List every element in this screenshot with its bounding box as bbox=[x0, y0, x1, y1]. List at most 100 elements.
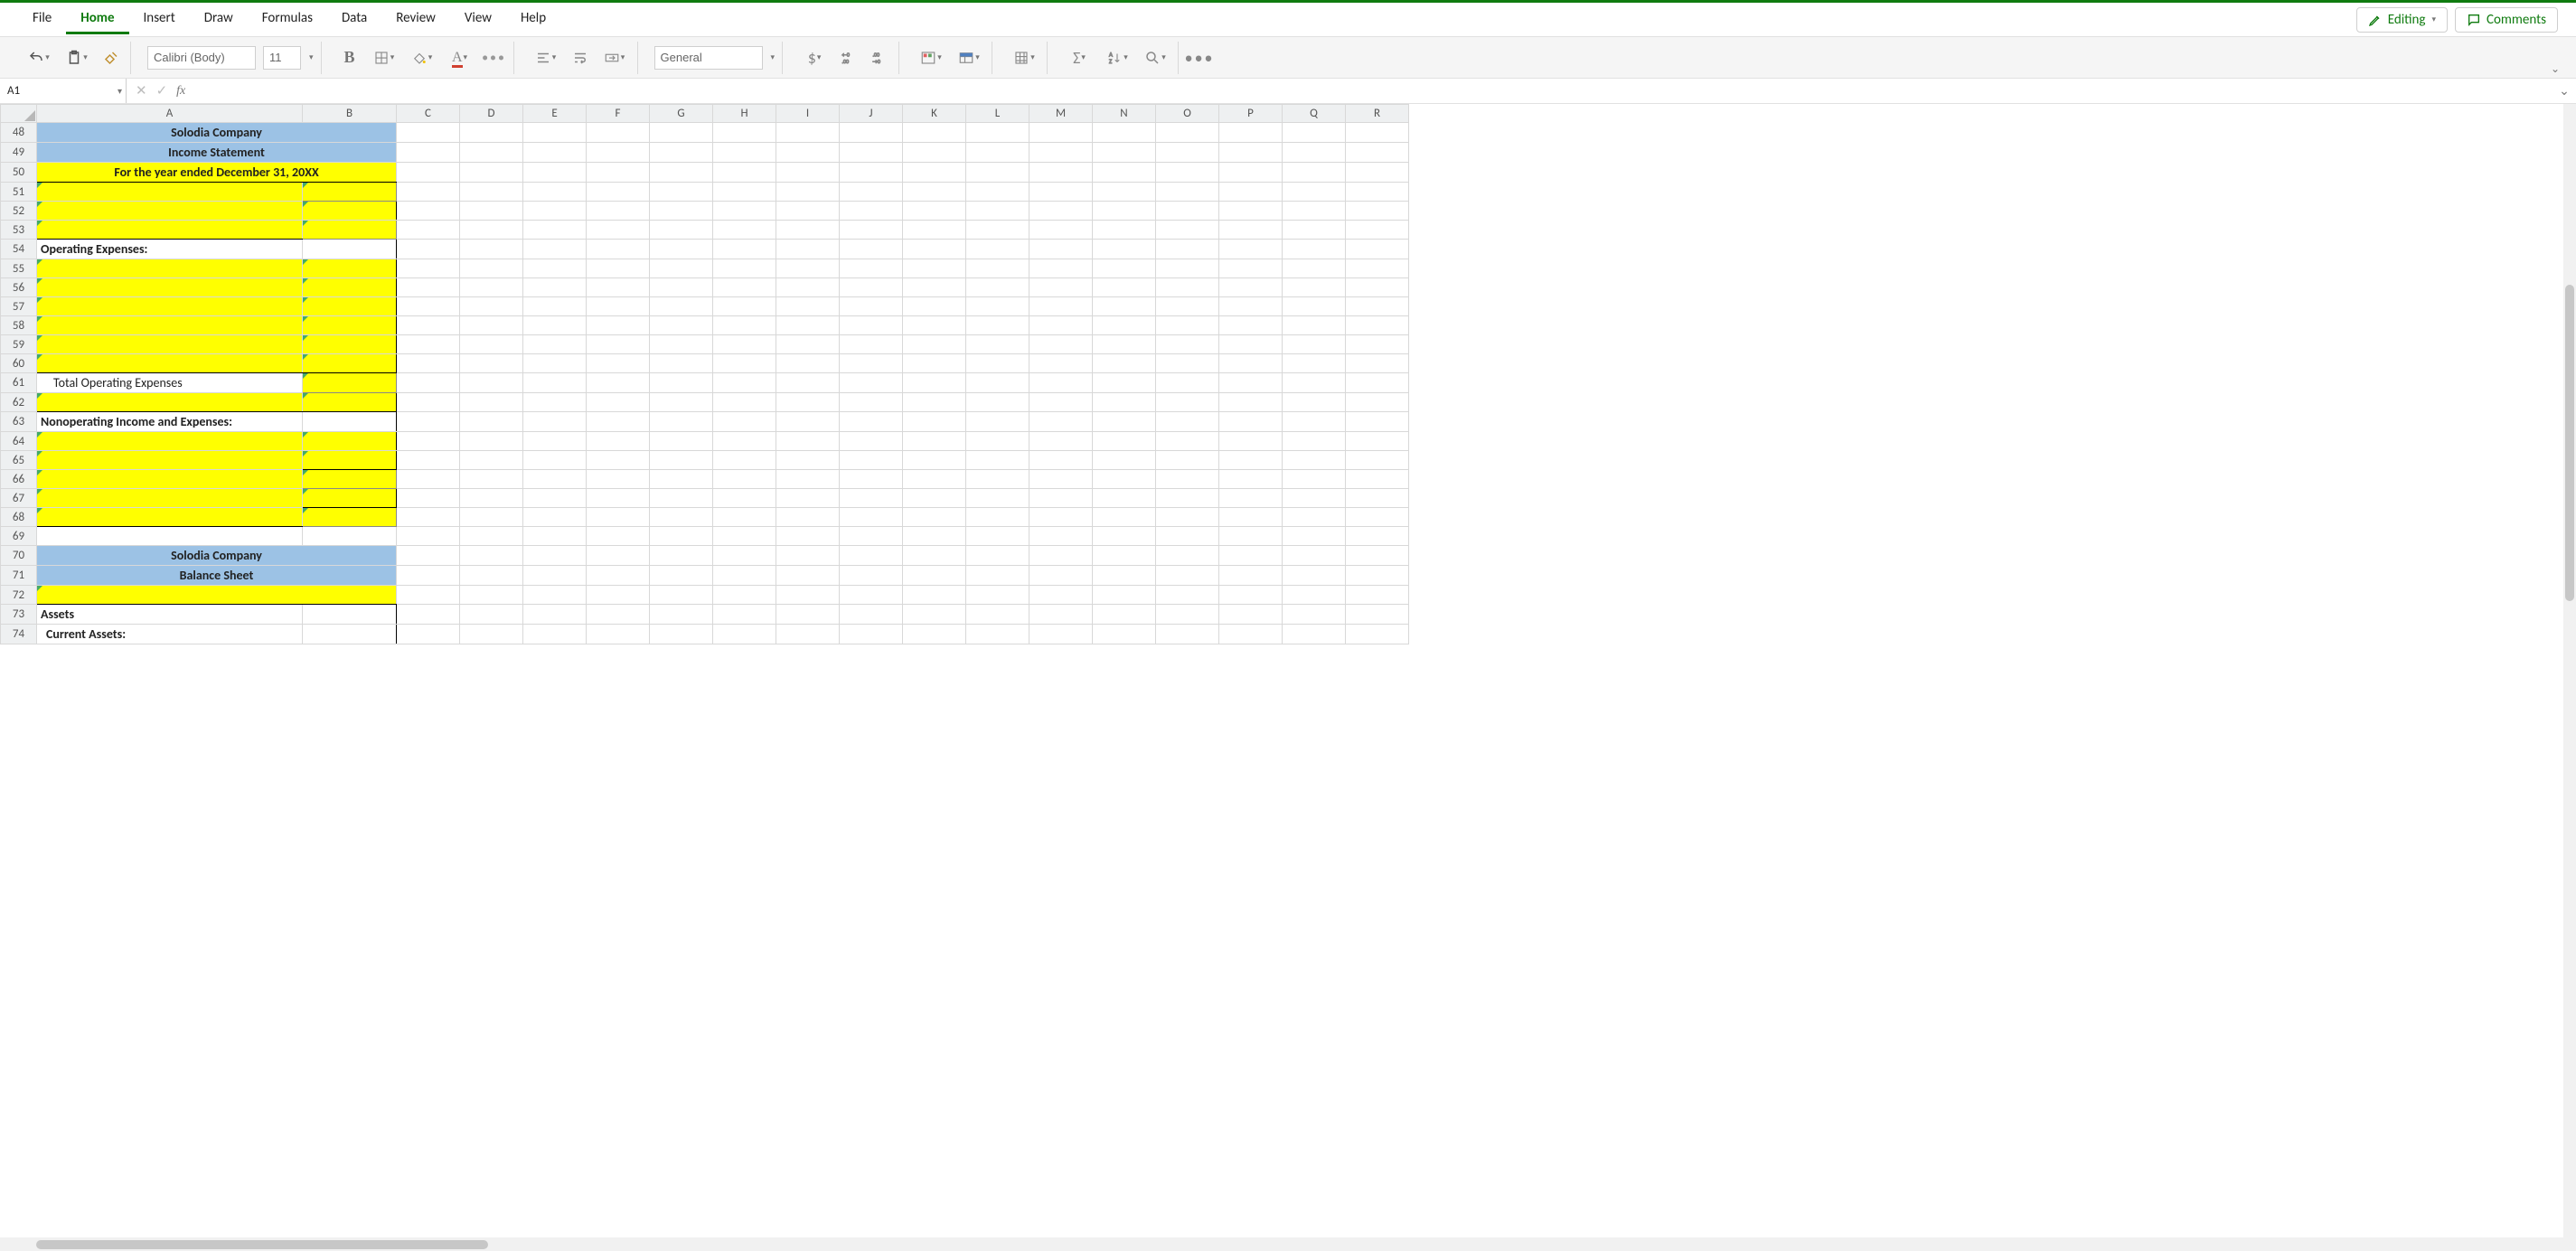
cell-P62[interactable] bbox=[1219, 393, 1283, 412]
cell-D68[interactable] bbox=[460, 508, 523, 527]
cell-O53[interactable] bbox=[1156, 221, 1219, 240]
cell-A51[interactable] bbox=[37, 183, 303, 202]
cell-C54[interactable] bbox=[397, 240, 460, 259]
cell-D51[interactable] bbox=[460, 183, 523, 202]
cell-D62[interactable] bbox=[460, 393, 523, 412]
cell-C64[interactable] bbox=[397, 432, 460, 451]
cell-K56[interactable] bbox=[903, 278, 966, 297]
cell-N48[interactable] bbox=[1093, 123, 1156, 143]
cell-F54[interactable] bbox=[587, 240, 650, 259]
cell-C72[interactable] bbox=[397, 586, 460, 605]
cell-I63[interactable] bbox=[776, 412, 840, 432]
cell-G69[interactable] bbox=[650, 527, 713, 546]
column-header-E[interactable]: E bbox=[523, 105, 587, 123]
cell-C50[interactable] bbox=[397, 163, 460, 183]
cell-D52[interactable] bbox=[460, 202, 523, 221]
cell-E55[interactable] bbox=[523, 259, 587, 278]
cell-D72[interactable] bbox=[460, 586, 523, 605]
cell-F52[interactable] bbox=[587, 202, 650, 221]
cell-K67[interactable] bbox=[903, 489, 966, 508]
cell-F72[interactable] bbox=[587, 586, 650, 605]
cell-B55[interactable] bbox=[303, 259, 397, 278]
cell-P59[interactable] bbox=[1219, 335, 1283, 354]
row-header-58[interactable]: 58 bbox=[1, 316, 37, 335]
cell-Q60[interactable] bbox=[1283, 354, 1346, 373]
cell-J64[interactable] bbox=[840, 432, 903, 451]
cell-L57[interactable] bbox=[966, 297, 1029, 316]
cell-B69[interactable] bbox=[303, 527, 397, 546]
cell-N51[interactable] bbox=[1093, 183, 1156, 202]
cell-K66[interactable] bbox=[903, 470, 966, 489]
cell-D60[interactable] bbox=[460, 354, 523, 373]
tab-home[interactable]: Home bbox=[66, 5, 128, 34]
cell-L70[interactable] bbox=[966, 546, 1029, 566]
cell-A63[interactable]: Nonoperating Income and Expenses: bbox=[37, 412, 303, 432]
align-button[interactable]: ▾ bbox=[531, 46, 561, 70]
cell-J68[interactable] bbox=[840, 508, 903, 527]
cell-N58[interactable] bbox=[1093, 316, 1156, 335]
cell-I54[interactable] bbox=[776, 240, 840, 259]
cell-H68[interactable] bbox=[713, 508, 776, 527]
cell-M57[interactable] bbox=[1029, 297, 1093, 316]
cell-G61[interactable] bbox=[650, 373, 713, 393]
cell-G59[interactable] bbox=[650, 335, 713, 354]
column-header-L[interactable]: L bbox=[966, 105, 1029, 123]
cell-H59[interactable] bbox=[713, 335, 776, 354]
cell-G62[interactable] bbox=[650, 393, 713, 412]
cell-G70[interactable] bbox=[650, 546, 713, 566]
cell-O55[interactable] bbox=[1156, 259, 1219, 278]
cell-O67[interactable] bbox=[1156, 489, 1219, 508]
cell-N61[interactable] bbox=[1093, 373, 1156, 393]
cell-M62[interactable] bbox=[1029, 393, 1093, 412]
row-header-61[interactable]: 61 bbox=[1, 373, 37, 393]
cell-P74[interactable] bbox=[1219, 625, 1283, 644]
cell-C51[interactable] bbox=[397, 183, 460, 202]
cell-P53[interactable] bbox=[1219, 221, 1283, 240]
cell-J74[interactable] bbox=[840, 625, 903, 644]
cell-J52[interactable] bbox=[840, 202, 903, 221]
cell-I51[interactable] bbox=[776, 183, 840, 202]
cell-P61[interactable] bbox=[1219, 373, 1283, 393]
cell-O62[interactable] bbox=[1156, 393, 1219, 412]
cell-N49[interactable] bbox=[1093, 143, 1156, 163]
cell-P73[interactable] bbox=[1219, 605, 1283, 625]
row-header-50[interactable]: 50 bbox=[1, 163, 37, 183]
cell-P66[interactable] bbox=[1219, 470, 1283, 489]
cell-Q63[interactable] bbox=[1283, 412, 1346, 432]
cell-O63[interactable] bbox=[1156, 412, 1219, 432]
cell-F61[interactable] bbox=[587, 373, 650, 393]
cell-M49[interactable] bbox=[1029, 143, 1093, 163]
cell-P50[interactable] bbox=[1219, 163, 1283, 183]
editing-mode-button[interactable]: Editing ▾ bbox=[2356, 7, 2448, 33]
cell-P55[interactable] bbox=[1219, 259, 1283, 278]
cell-H65[interactable] bbox=[713, 451, 776, 470]
row-header-71[interactable]: 71 bbox=[1, 566, 37, 586]
cell-P51[interactable] bbox=[1219, 183, 1283, 202]
row-header-70[interactable]: 70 bbox=[1, 546, 37, 566]
cell-N68[interactable] bbox=[1093, 508, 1156, 527]
cell-M59[interactable] bbox=[1029, 335, 1093, 354]
cell-G48[interactable] bbox=[650, 123, 713, 143]
cell-J57[interactable] bbox=[840, 297, 903, 316]
cell-L65[interactable] bbox=[966, 451, 1029, 470]
cell-C49[interactable] bbox=[397, 143, 460, 163]
cell-H52[interactable] bbox=[713, 202, 776, 221]
cell-H58[interactable] bbox=[713, 316, 776, 335]
cell-N70[interactable] bbox=[1093, 546, 1156, 566]
merge-button[interactable]: ▾ bbox=[599, 46, 630, 70]
cell-P72[interactable] bbox=[1219, 586, 1283, 605]
cell-K65[interactable] bbox=[903, 451, 966, 470]
cell-N50[interactable] bbox=[1093, 163, 1156, 183]
cell-R55[interactable] bbox=[1346, 259, 1409, 278]
more-commands-button[interactable]: ••• bbox=[1188, 46, 1211, 70]
cell-I56[interactable] bbox=[776, 278, 840, 297]
tab-file[interactable]: File bbox=[18, 5, 66, 34]
fx-icon[interactable]: fx bbox=[176, 84, 185, 99]
row-header-48[interactable]: 48 bbox=[1, 123, 37, 143]
cell-C63[interactable] bbox=[397, 412, 460, 432]
cell-G71[interactable] bbox=[650, 566, 713, 586]
cell-H50[interactable] bbox=[713, 163, 776, 183]
cell-K53[interactable] bbox=[903, 221, 966, 240]
cell-J67[interactable] bbox=[840, 489, 903, 508]
cell-D71[interactable] bbox=[460, 566, 523, 586]
